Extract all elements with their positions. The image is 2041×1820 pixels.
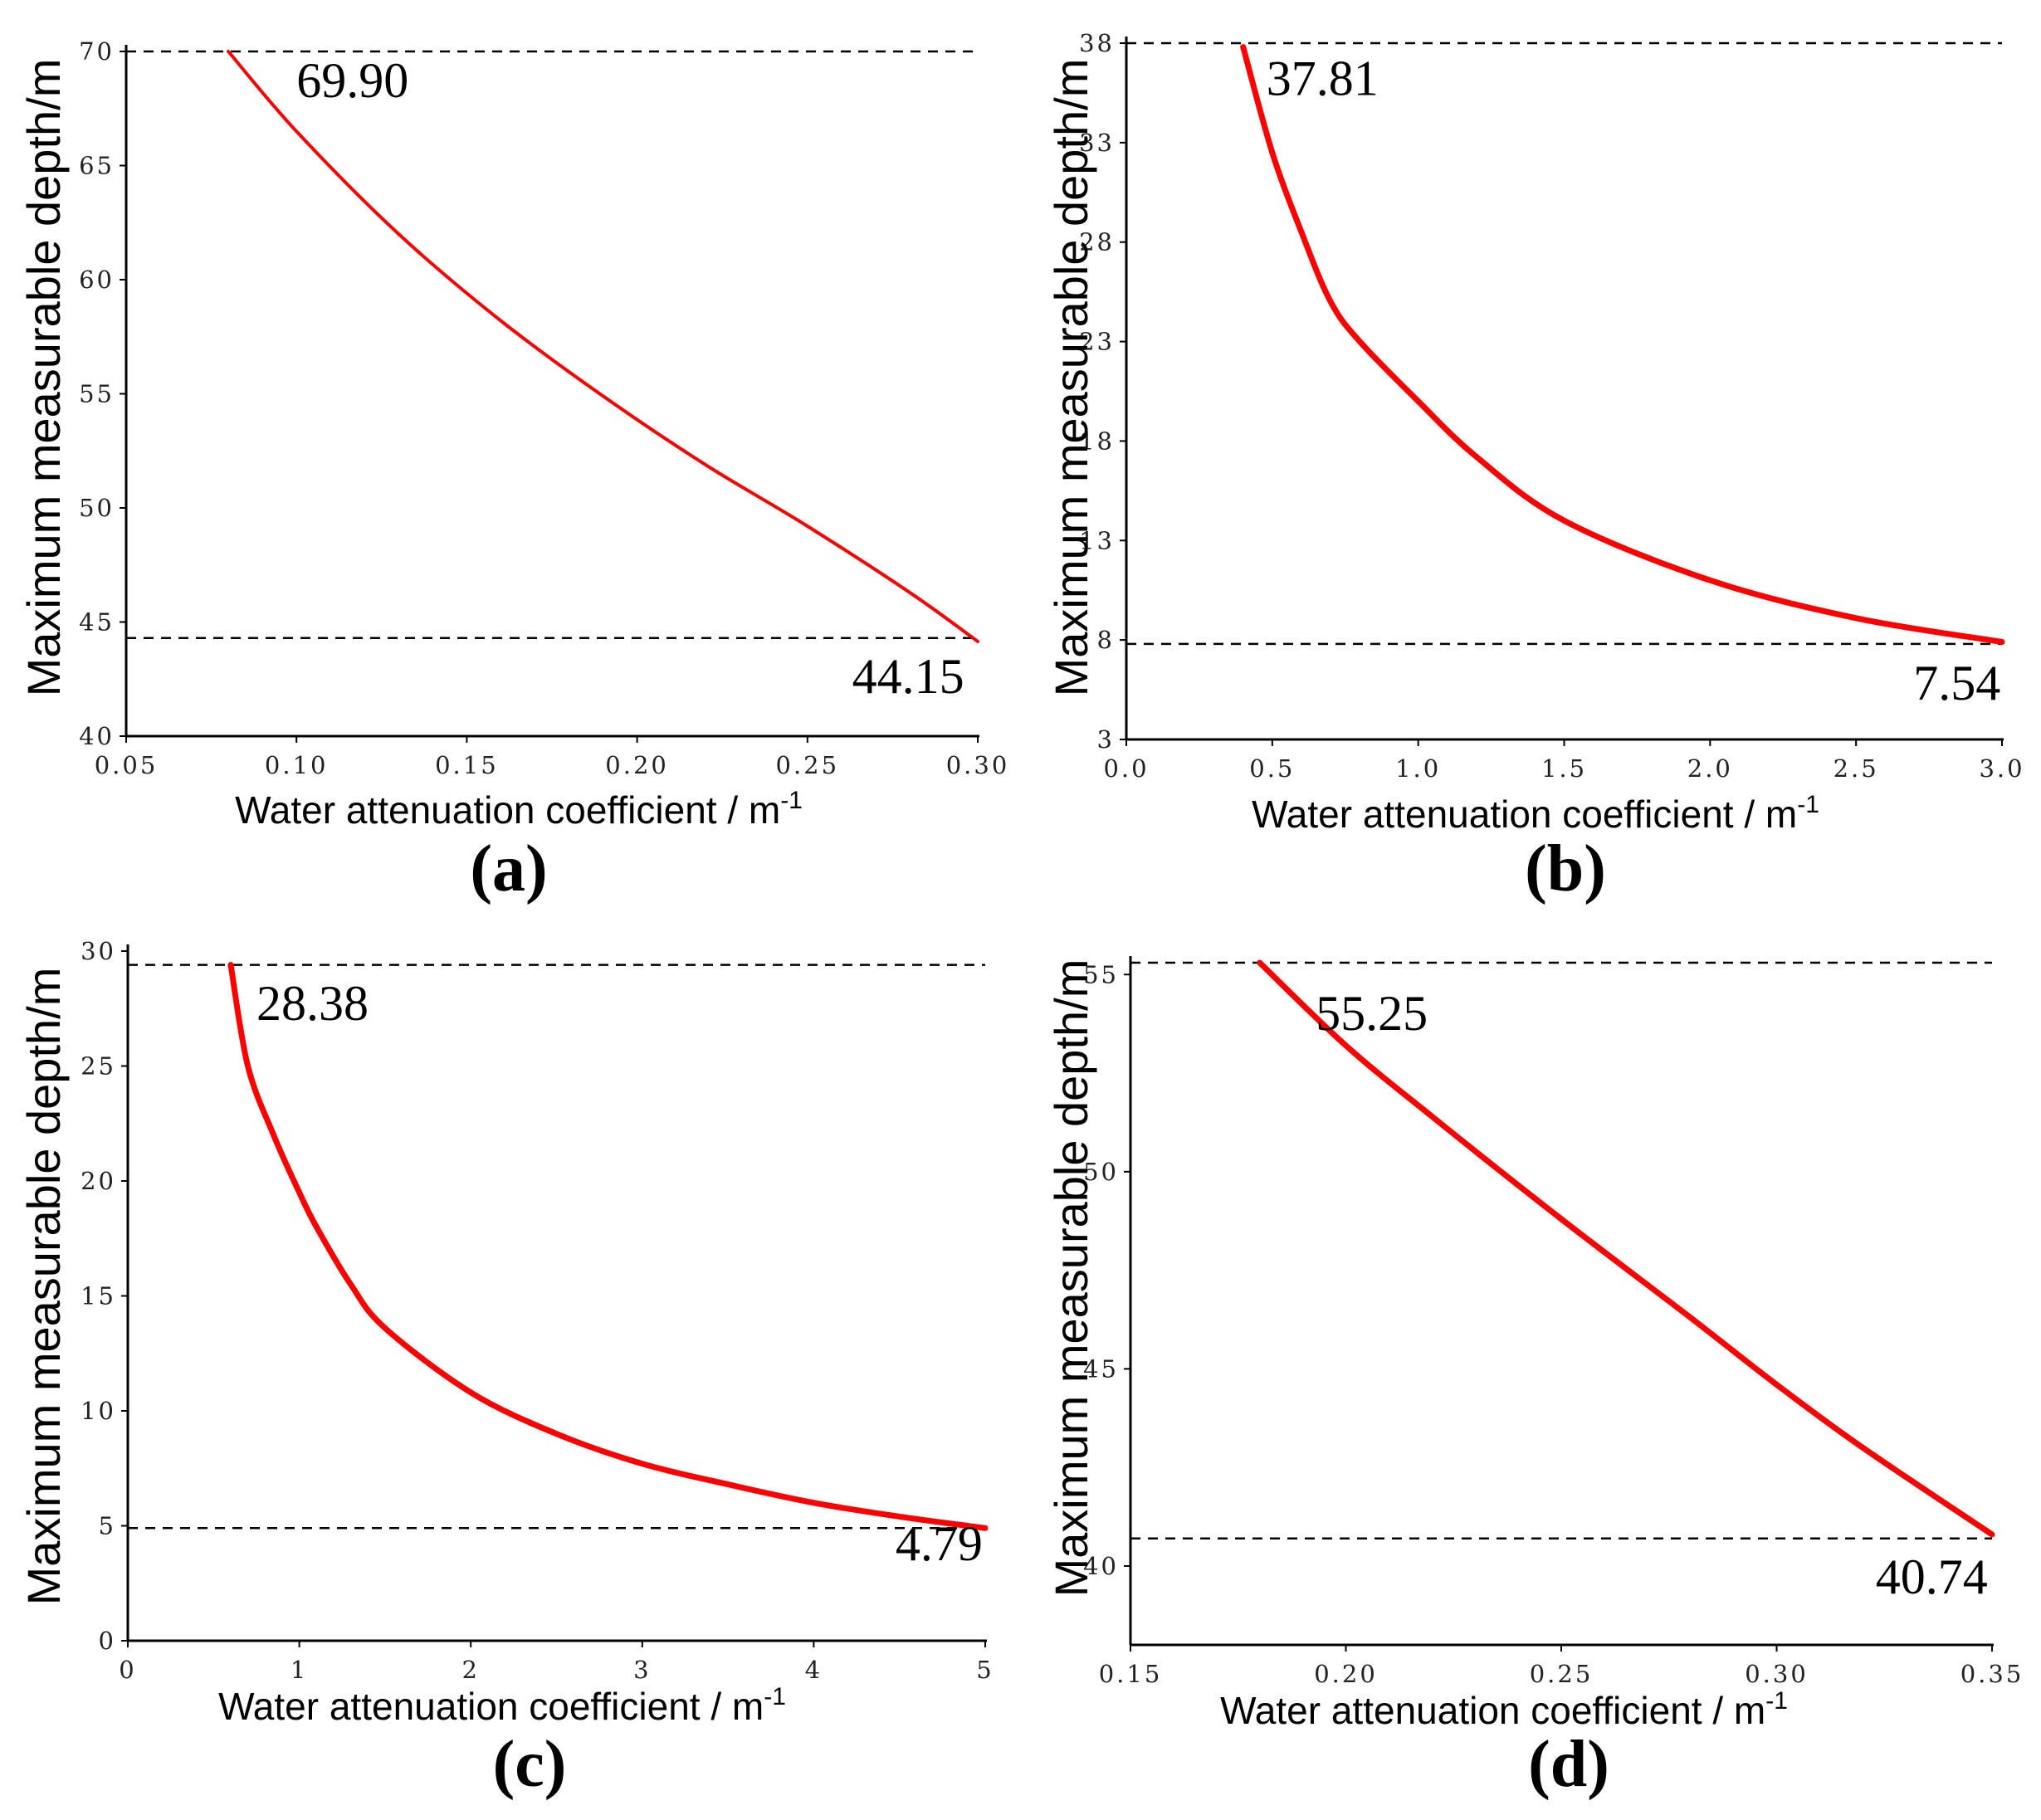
value-annotation: 4.79 — [896, 1516, 983, 1571]
x-tick-label: 0.15 — [1099, 1660, 1163, 1688]
x-tick-label: 0.10 — [265, 751, 329, 779]
panel-label: (c) — [493, 1728, 567, 1801]
x-axis-label: Water attenuation coefficient / m-1 — [1252, 791, 1819, 836]
x-tick-label: 2.5 — [1833, 754, 1879, 783]
panel-a: 40 45 50 55 60 65 70 0.05 0.10 0.15 0.20 0.25 0.30 69… — [17, 37, 1010, 905]
value-annotation: 37.81 — [1267, 51, 1379, 105]
x-tick-label: 3.0 — [1979, 754, 2024, 783]
x-tick-label: 0.25 — [776, 751, 840, 779]
grid-d: 40 45 50 55 0.15 0.20 0.25 0.30 0.35 55.25 40.74 — [1083, 956, 2024, 1688]
x-tick-label: 1 — [291, 1656, 308, 1684]
panel-label: (b) — [1525, 832, 1606, 905]
y-axis-label: Maximum measurable depth/m — [17, 59, 70, 697]
x-tick-label: 1.0 — [1395, 754, 1441, 783]
y-tick-label: 45 — [79, 608, 115, 637]
y-tick-label: 55 — [79, 380, 115, 408]
y-tick-label: 5 — [99, 1512, 116, 1540]
y-tick-label: 3 — [1097, 725, 1115, 754]
x-tick-label: 5 — [976, 1656, 994, 1684]
x-tick-label: 0.15 — [435, 751, 499, 779]
series-line-depth — [1257, 959, 1995, 1538]
x-tick-label: 0.30 — [946, 751, 1010, 779]
x-tick-label: 0.05 — [95, 751, 159, 779]
x-tick-label: 0.20 — [1314, 1660, 1378, 1688]
y-tick-label: 40 — [1083, 1552, 1119, 1580]
y-tick-label: 10 — [81, 1397, 116, 1425]
value-annotation: 40.74 — [1876, 1549, 1988, 1604]
y-tick-label: 23 — [1079, 328, 1115, 356]
value-annotation: 55.25 — [1316, 986, 1428, 1041]
value-annotation: 69.90 — [296, 53, 408, 108]
panel-d: 40 45 50 55 0.15 0.20 0.25 0.30 0.35 55.25 40.74 M… — [1045, 956, 2024, 1801]
y-tick-label: 55 — [1083, 960, 1119, 988]
value-annotation: 28.38 — [256, 976, 369, 1031]
y-tick-label: 38 — [1079, 29, 1115, 57]
y-tick-label: 60 — [79, 266, 115, 294]
y-tick-label: 70 — [79, 37, 115, 66]
y-axis-label: Maximum measurable depth/m — [1045, 959, 1097, 1598]
x-tick-label: 0.35 — [1960, 1660, 2024, 1688]
series-line-depth — [227, 962, 989, 1531]
x-tick-label: 0.25 — [1530, 1660, 1594, 1688]
y-tick-label: 0 — [99, 1627, 116, 1655]
y-tick-label: 13 — [1079, 526, 1115, 554]
y-tick-label: 65 — [79, 152, 115, 180]
value-annotation: 7.54 — [1913, 656, 2000, 710]
grid-a: 40 45 50 55 60 65 70 0.05 0.10 0.15 0.20 0.25 0.30 69… — [79, 37, 1010, 779]
x-tick-label: 4 — [805, 1656, 823, 1684]
x-tick-label: 2.0 — [1687, 754, 1733, 783]
x-tick-label: 0.5 — [1249, 754, 1295, 783]
series-line-depth — [1240, 44, 2005, 645]
y-tick-label: 30 — [81, 937, 116, 965]
y-tick-label: 15 — [81, 1282, 116, 1310]
y-tick-label: 45 — [1083, 1354, 1119, 1383]
panel-label: (d) — [1528, 1728, 1609, 1801]
x-tick-label: 0.20 — [605, 751, 669, 779]
x-tick-label: 2 — [461, 1656, 479, 1684]
y-tick-label: 50 — [79, 494, 115, 522]
y-tick-label: 20 — [81, 1167, 116, 1195]
y-tick-label: 28 — [1079, 228, 1115, 256]
y-tick-label: 40 — [79, 722, 115, 750]
y-tick-label: 18 — [1079, 427, 1115, 455]
grid-c: 0 5 10 15 20 25 30 0 1 2 3 4 5 28.38 4.79 — [81, 937, 994, 1684]
y-tick-label: 33 — [1079, 129, 1115, 157]
panel-c: 0 5 10 15 20 25 30 0 1 2 3 4 5 28.38 4.79 Maximum meas… — [17, 937, 994, 1801]
x-tick-label: 0.30 — [1745, 1660, 1809, 1688]
x-tick-label: 1.5 — [1541, 754, 1587, 783]
x-axis-label: Water attenuation coefficient / m-1 — [235, 787, 803, 832]
y-axis-label: Maximum measurable depth/m — [1045, 59, 1097, 697]
x-tick-label: 3 — [633, 1656, 651, 1684]
y-axis-label: Maximum measurable depth/m — [17, 968, 70, 1606]
panel-label: (a) — [470, 832, 547, 905]
x-axis-label: Water attenuation coefficient / m-1 — [1220, 1687, 1788, 1732]
x-tick-label: 0 — [119, 1656, 136, 1684]
y-tick-label: 25 — [81, 1052, 116, 1081]
x-axis-label: Water attenuation coefficient / m-1 — [218, 1683, 786, 1728]
x-tick-label: 0.0 — [1103, 754, 1149, 783]
series-line-depth — [227, 50, 979, 643]
y-tick-label: 50 — [1083, 1158, 1119, 1186]
value-annotation: 44.15 — [852, 649, 964, 704]
y-tick-label: 8 — [1097, 626, 1115, 654]
